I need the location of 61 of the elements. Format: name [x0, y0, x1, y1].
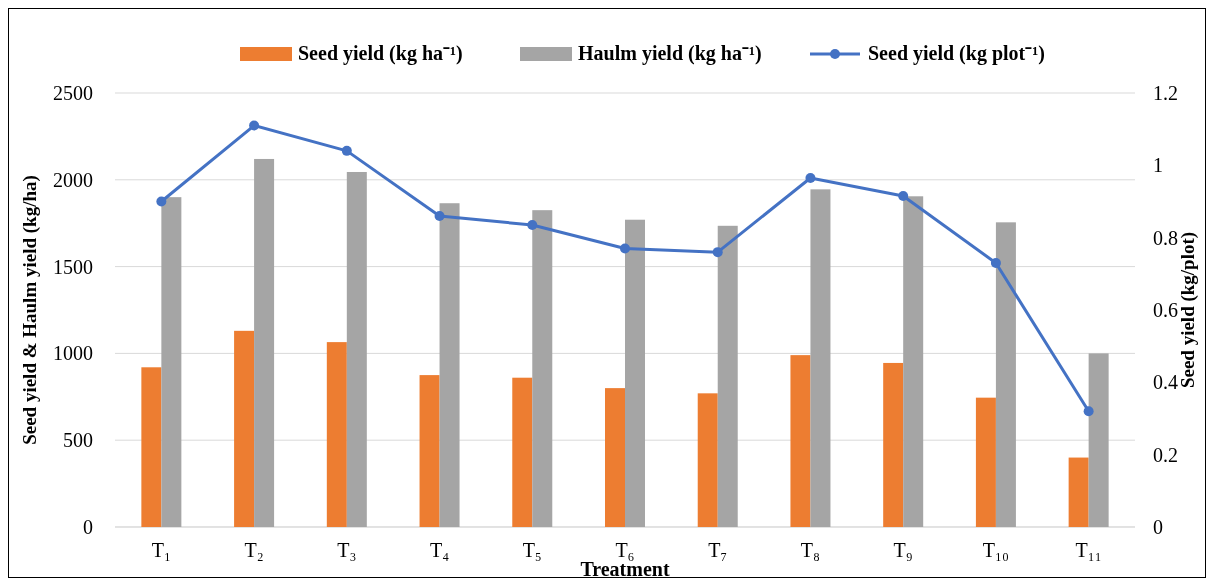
x-tick-label: T₄: [429, 539, 450, 561]
x-tick-label: T₁: [151, 539, 171, 561]
bar: [995, 222, 1016, 527]
y2-tick-label: 1.2: [1153, 82, 1178, 104]
bar: [883, 362, 904, 527]
x-tick-label: T₇: [708, 539, 728, 561]
bar: [419, 375, 440, 527]
y-tick-label: 2000: [53, 168, 93, 191]
bar: [1068, 457, 1089, 527]
bar: [697, 393, 718, 527]
point: [1083, 406, 1094, 417]
bar: [975, 397, 996, 527]
bar: [346, 171, 367, 527]
bar: [532, 210, 553, 527]
y2-tick-label: 1: [1153, 154, 1163, 177]
bar: [326, 342, 347, 527]
y-tick-label: 1000: [53, 342, 93, 365]
bar: [717, 225, 738, 527]
bar: [810, 189, 831, 527]
point: [990, 257, 1001, 268]
legend-label: Seed yield (kg plot⁻¹): [868, 42, 1045, 65]
x-tick-label: T₃: [337, 539, 357, 561]
point: [898, 191, 909, 202]
point: [527, 220, 538, 231]
x-tick-label: T₁₁: [1075, 539, 1102, 561]
y2-tick-label: 0.8: [1153, 226, 1178, 249]
bar: [1088, 353, 1109, 527]
y-tick-label: 500: [63, 429, 93, 452]
legend-label: Seed yield (kg ha⁻¹): [298, 42, 463, 65]
bar: [439, 203, 460, 527]
point: [620, 243, 630, 254]
y-tick-label: 1500: [53, 255, 93, 278]
x-tick-label: T₁₀: [982, 539, 1010, 561]
y2-tick-label: 0.2: [1153, 443, 1178, 466]
y2-tick-label: 0.6: [1153, 299, 1178, 321]
bar: [605, 388, 625, 527]
bar: [161, 197, 182, 527]
y-axis-title: Seed yield & Haulm yield (kg/ha): [19, 175, 41, 445]
bar: [512, 377, 533, 527]
y2-tick-label: 0: [1153, 516, 1163, 538]
y2-axis-title: Seed yield (kg/plot): [1177, 231, 1199, 389]
x-tick-label: T₉: [893, 539, 913, 561]
point: [712, 247, 723, 258]
bar: [790, 355, 811, 527]
bar: [903, 196, 924, 527]
x-tick-label: T₈: [800, 539, 821, 561]
x-tick-label: T₅: [522, 539, 542, 561]
point: [341, 145, 352, 156]
point: [805, 172, 816, 183]
point: [249, 120, 260, 131]
x-tick-label: T₂: [244, 539, 264, 561]
bar: [254, 158, 275, 527]
bar: [234, 330, 255, 527]
y-tick-label: 2500: [53, 82, 93, 104]
point: [434, 210, 445, 221]
legend-label: Haulm yield (kg ha⁻¹): [578, 42, 762, 65]
bar: [625, 219, 645, 527]
point: [156, 196, 167, 207]
y-tick-label: 0: [83, 516, 93, 538]
y2-tick-label: 0.4: [1153, 371, 1178, 394]
bar: [141, 367, 162, 527]
